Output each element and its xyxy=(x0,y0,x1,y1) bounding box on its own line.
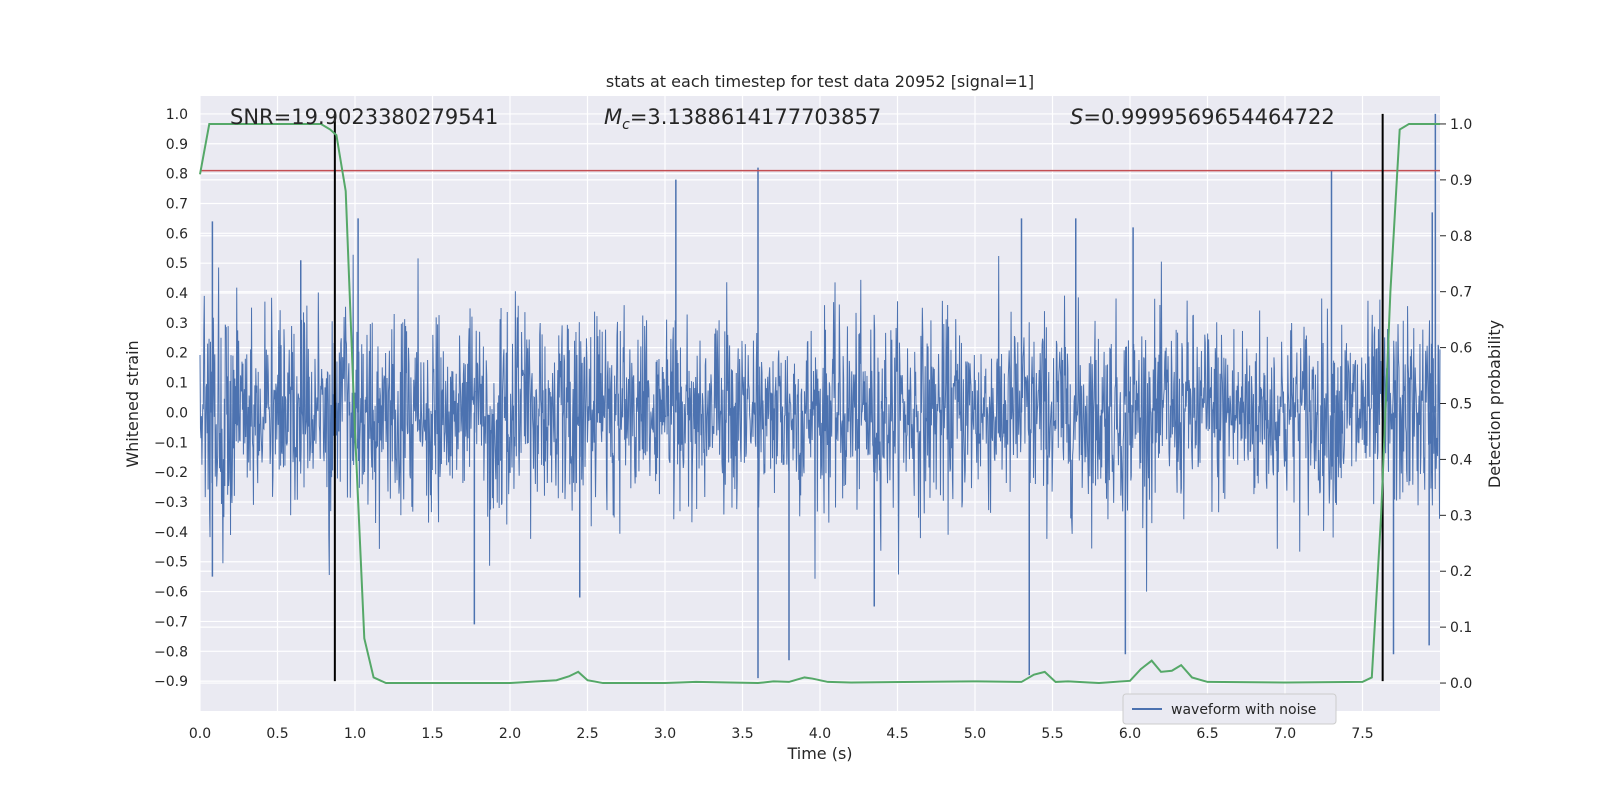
y-tick-label: −0.5 xyxy=(154,555,188,571)
y-right-tick-label: 0.1 xyxy=(1450,620,1472,636)
x-axis-label: Time (s) xyxy=(786,744,852,763)
x-tick-label: 3.0 xyxy=(654,726,676,742)
y-right-tick-label: 0.4 xyxy=(1450,452,1472,468)
y-right-tick-label: 0.2 xyxy=(1450,564,1472,580)
probability-line xyxy=(199,122,1440,685)
y-tick-label: 0.7 xyxy=(166,196,188,212)
chart-title: stats at each timestep for test data 209… xyxy=(606,72,1034,91)
x-tick-label: 2.5 xyxy=(576,726,598,742)
y-tick-label: 0.2 xyxy=(166,346,188,362)
x-tick-label: 0.0 xyxy=(189,726,211,742)
y-tick-label: 0.1 xyxy=(166,376,188,392)
y-tick-label: 0.3 xyxy=(166,316,188,332)
s-value: =0.9999569654464722 xyxy=(1083,105,1334,129)
x-tick-labels: 0.0 0.5 1.0 1.5 2.0 2.5 3.0 3.5 4.0 4.5 5.0 5.5 6.0 6… xyxy=(189,726,1374,742)
x-tick-label: 5.5 xyxy=(1041,726,1063,742)
x-tick-label: 7.0 xyxy=(1274,726,1296,742)
y-tick-label: −0.1 xyxy=(154,435,188,451)
y-tick-label: 0.4 xyxy=(166,286,188,302)
legend-box xyxy=(1122,693,1337,725)
y-right-tick-labels: 1.0 0.9 0.8 0.7 0.6 0.5 0.4 0.3 0.2 0.1 0.0 xyxy=(1440,117,1472,692)
y-tick-label: 0.9 xyxy=(166,137,188,153)
vertical-lines xyxy=(333,113,1384,682)
x-tick-label: 4.5 xyxy=(886,726,908,742)
x-tick-label: 1.0 xyxy=(344,726,366,742)
x-tick-label: 6.5 xyxy=(1196,726,1218,742)
y-tick-label: 0.6 xyxy=(166,226,188,242)
y-right-tick-label: 0.7 xyxy=(1450,285,1472,301)
y-tick-label: 0.0 xyxy=(166,405,188,421)
s-annotation: S=0.9999569654464722 xyxy=(1070,105,1335,129)
mc-subscript: c xyxy=(622,117,630,133)
y-tick-label: 0.5 xyxy=(166,256,188,272)
y-tick-label: −0.9 xyxy=(154,674,188,690)
x-tick-label: 6.0 xyxy=(1119,726,1141,742)
y-tick-label: −0.7 xyxy=(154,614,188,630)
x-tick-label: 5.0 xyxy=(964,726,986,742)
y-tick-label: 0.8 xyxy=(166,167,188,183)
y-right-tick-label: 0.9 xyxy=(1450,173,1472,189)
waveform-series xyxy=(199,113,1441,679)
y-tick-label: −0.4 xyxy=(154,525,188,541)
legend-label: waveform with noise xyxy=(1171,702,1316,718)
y-right-tick-label: 0.8 xyxy=(1450,229,1472,245)
mc-symbol: M xyxy=(604,105,622,129)
s-symbol: S xyxy=(1070,105,1083,129)
y-tick-label: −0.2 xyxy=(154,465,188,481)
y-right-tick-label: 0.6 xyxy=(1450,341,1472,357)
y-axis-label: Whitened strain xyxy=(123,340,142,467)
legend: waveform with noise xyxy=(1122,693,1337,725)
x-tick-label: 0.5 xyxy=(266,726,288,742)
y-tick-labels: 1.0 0.9 0.8 0.7 0.6 0.5 0.4 0.3 0.2 0.1 0.0 −0.1 −0.… xyxy=(154,107,188,690)
y-right-tick-label: 0.5 xyxy=(1450,397,1472,413)
y-tick-label: −0.3 xyxy=(154,495,188,511)
y-right-tick-label: 1.0 xyxy=(1450,117,1472,133)
y-tick-label: −0.6 xyxy=(154,585,188,601)
x-tick-label: 1.5 xyxy=(421,726,443,742)
y-tick-label: −0.8 xyxy=(154,644,188,660)
waveform-line xyxy=(199,254,1441,592)
mc-value: =3.1388614177703857 xyxy=(630,105,881,129)
y-tick-label: 1.0 xyxy=(166,107,188,123)
probability-series xyxy=(199,122,1440,685)
snr-annotation: SNR=19.9023380279541 xyxy=(230,105,498,129)
x-tick-label: 7.5 xyxy=(1351,726,1373,742)
x-tick-label: 3.5 xyxy=(731,726,753,742)
x-tick-label: 2.0 xyxy=(499,726,521,742)
mc-annotation: Mc=3.1388614177703857 xyxy=(604,105,881,133)
y-right-axis-label: Detection probability xyxy=(1485,320,1504,488)
x-tick-label: 4.0 xyxy=(809,726,831,742)
y-right-tick-label: 0.3 xyxy=(1450,508,1472,524)
y-right-tick-label: 0.0 xyxy=(1450,676,1472,692)
